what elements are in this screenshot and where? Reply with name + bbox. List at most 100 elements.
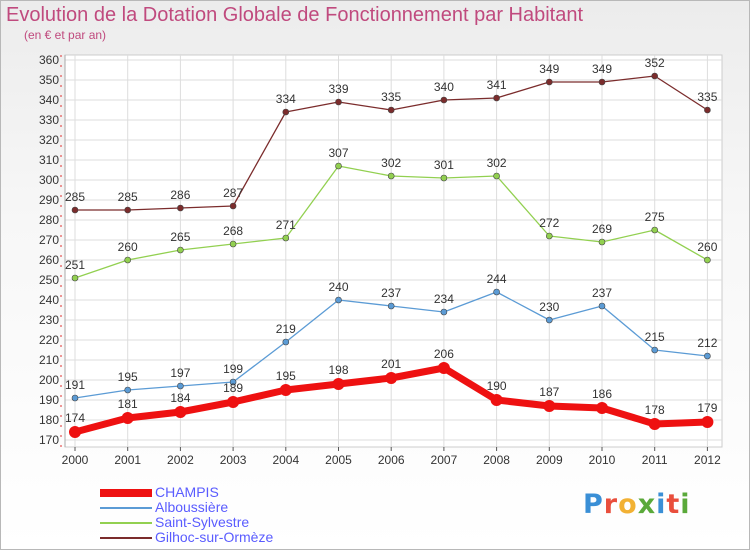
y-tick-label: 290 <box>39 193 59 207</box>
data-label: 287 <box>223 186 243 200</box>
data-label: 237 <box>381 286 401 300</box>
y-tick-label: 200 <box>39 373 59 387</box>
data-label: 302 <box>381 156 401 170</box>
logo-letter: r <box>603 489 619 520</box>
data-point <box>282 108 290 116</box>
data-point <box>124 206 131 214</box>
data-label: 251 <box>65 258 85 272</box>
data-point <box>71 206 79 214</box>
data-label: 199 <box>223 362 243 376</box>
y-tick-label: 310 <box>39 153 59 167</box>
data-label: 265 <box>170 230 190 244</box>
data-point <box>704 106 711 114</box>
data-point <box>545 78 553 86</box>
logo-letter: x <box>637 489 657 520</box>
plot-area <box>64 54 723 448</box>
data-point <box>493 288 500 296</box>
data-label: 234 <box>434 292 454 306</box>
x-tick-label: 2002 <box>167 453 194 467</box>
data-point <box>387 172 395 180</box>
data-point <box>545 316 553 324</box>
data-label: 286 <box>170 188 190 202</box>
data-label: 260 <box>697 240 717 254</box>
x-tick-label: 2001 <box>114 453 141 467</box>
data-label: 341 <box>487 78 507 92</box>
data-point <box>177 246 184 254</box>
legend-swatch <box>100 507 152 509</box>
legend-label: Saint-Sylvestre <box>155 514 250 530</box>
y-tick-label: 210 <box>39 353 59 367</box>
legend-swatch <box>100 537 152 539</box>
data-point <box>543 400 556 412</box>
data-point <box>598 78 606 86</box>
y-tick-label: 220 <box>39 333 59 347</box>
data-label: 302 <box>487 156 507 170</box>
data-point <box>335 296 342 304</box>
data-label: 197 <box>170 366 190 380</box>
x-tick-label: 2009 <box>536 453 563 467</box>
data-label: 195 <box>276 369 296 383</box>
data-point <box>440 96 448 104</box>
data-point <box>279 384 292 396</box>
data-point <box>651 226 659 234</box>
data-label: 285 <box>65 190 85 204</box>
data-point <box>493 172 500 180</box>
data-label: 339 <box>328 82 348 96</box>
data-point <box>598 238 606 246</box>
logo-letter: t <box>666 489 681 520</box>
y-tick-label: 320 <box>39 133 59 147</box>
y-tick-label: 170 <box>39 433 59 447</box>
data-point <box>437 362 450 374</box>
data-point <box>704 352 711 360</box>
data-point <box>177 204 184 212</box>
data-label: 269 <box>592 222 612 236</box>
x-tick-label: 2011 <box>642 453 668 467</box>
data-point <box>387 302 395 310</box>
y-tick-label: 360 <box>39 53 59 67</box>
data-point <box>387 106 395 114</box>
data-point <box>545 232 553 240</box>
data-point <box>440 308 448 316</box>
legend-label: Gilhoc-sur-Ormèze <box>155 529 274 545</box>
x-tick-label: 2006 <box>378 453 405 467</box>
legend-swatch <box>100 489 152 497</box>
data-point <box>651 72 659 80</box>
data-point <box>177 382 184 390</box>
data-label: 307 <box>328 146 348 160</box>
data-label: 240 <box>328 280 348 294</box>
data-point <box>596 402 608 414</box>
x-tick-label: 2007 <box>431 453 458 467</box>
data-label: 349 <box>539 62 559 76</box>
data-point <box>282 338 290 346</box>
data-label: 187 <box>539 385 559 399</box>
legend-swatch <box>100 522 152 524</box>
data-label: 186 <box>592 387 612 401</box>
data-point <box>71 274 79 282</box>
data-point <box>651 346 659 354</box>
data-point <box>440 174 448 182</box>
data-label: 260 <box>118 240 138 254</box>
data-point <box>69 426 81 438</box>
data-label: 271 <box>276 218 296 232</box>
data-label: 334 <box>276 92 296 106</box>
data-label: 349 <box>592 62 612 76</box>
data-point <box>385 372 398 384</box>
chart-subtitle: (en € et par an) <box>24 28 107 42</box>
legend-label: CHAMPIS <box>155 484 219 500</box>
data-label: 181 <box>118 397 138 411</box>
legend-label: Alboussière <box>155 499 229 515</box>
data-label: 340 <box>434 80 454 94</box>
proxiti-logo: Proxiti <box>583 489 691 520</box>
data-label: 190 <box>487 379 507 393</box>
x-tick-label: 2010 <box>589 453 616 467</box>
data-point <box>335 162 342 170</box>
y-tick-label: 330 <box>39 113 59 127</box>
y-tick-label: 250 <box>39 273 59 287</box>
data-label: 184 <box>170 391 190 405</box>
x-tick-label: 2005 <box>325 453 352 467</box>
data-label: 275 <box>645 210 665 224</box>
y-tick-label: 230 <box>39 313 59 327</box>
data-point <box>335 98 342 106</box>
data-label: 301 <box>434 158 454 172</box>
